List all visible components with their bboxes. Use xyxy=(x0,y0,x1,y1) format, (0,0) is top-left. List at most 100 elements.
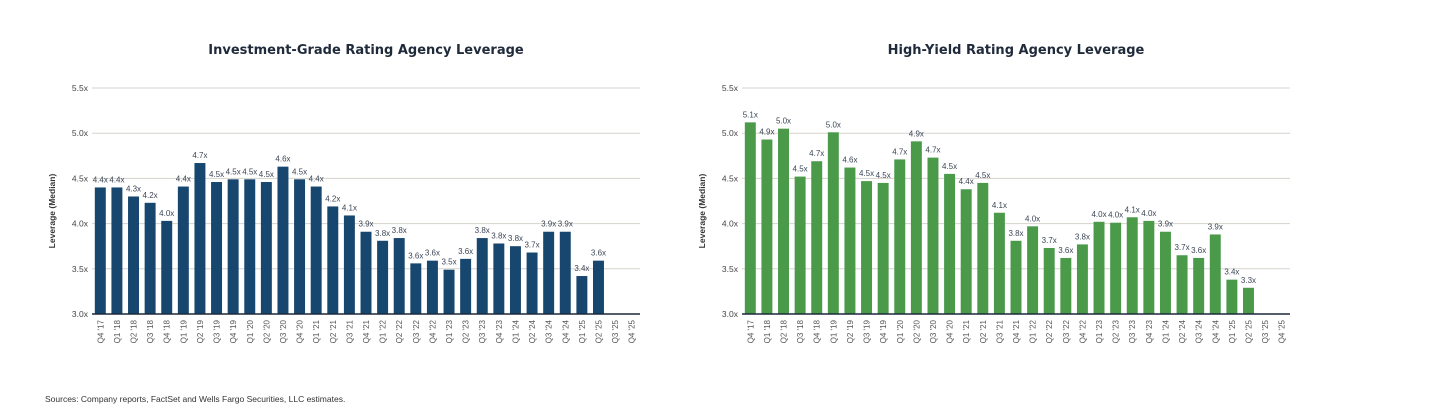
data-label: 3.8x xyxy=(508,234,523,243)
x-tick-label: Q1 '24 xyxy=(1161,319,1170,343)
x-tick-label: Q1 '19 xyxy=(829,319,838,343)
x-tick-label: Q3 '22 xyxy=(1062,319,1071,343)
x-tick-label: Q2 '21 xyxy=(979,319,988,343)
bar xyxy=(1076,244,1088,314)
data-label: 4.4x xyxy=(176,175,191,184)
x-tick-label: Q4 '21 xyxy=(1012,319,1021,343)
data-label: 4.2x xyxy=(325,194,340,203)
x-tick-label: Q3 '18 xyxy=(146,319,155,343)
bar xyxy=(543,231,555,314)
data-label: 3.8x xyxy=(1075,232,1090,241)
data-label: 4.5x xyxy=(876,171,891,180)
x-tick-label: Q4 '19 xyxy=(229,319,238,343)
bar xyxy=(1093,221,1105,314)
bar xyxy=(1243,287,1254,314)
x-tick-label: Q1 '19 xyxy=(179,319,188,343)
bar xyxy=(1010,240,1022,314)
data-label: 4.4x xyxy=(959,177,974,186)
data-label: 4.2x xyxy=(143,191,158,200)
x-tick-label: Q4 '22 xyxy=(1078,319,1087,343)
bar xyxy=(111,187,123,314)
data-label: 4.0x xyxy=(1091,210,1106,219)
data-label: 4.5x xyxy=(793,165,808,174)
y-tick-label: 4.5x xyxy=(72,173,89,183)
x-tick-label: Q2 '19 xyxy=(846,319,855,343)
data-label: 3.6x xyxy=(425,249,440,258)
bar xyxy=(593,260,604,314)
data-label: 4.0x xyxy=(1025,214,1040,223)
data-label: 4.1x xyxy=(1125,205,1140,214)
bar xyxy=(960,189,972,314)
data-label: 4.5x xyxy=(242,167,257,176)
x-tick-label: Q4 '21 xyxy=(362,319,371,343)
data-label: 4.1x xyxy=(342,203,357,212)
y-tick-label: 5.0x xyxy=(722,128,739,138)
x-tick-label: Q4 '24 xyxy=(1211,319,1220,343)
x-tick-label: Q3 '22 xyxy=(412,319,421,343)
x-tick-label: Q1 '20 xyxy=(896,319,905,343)
x-tick-label: Q2 '25 xyxy=(594,319,603,343)
x-tick-label: Q1 '21 xyxy=(312,319,321,343)
x-tick-label: Q3 '20 xyxy=(929,319,938,343)
x-tick-label: Q2 '24 xyxy=(528,319,537,343)
data-label: 3.7x xyxy=(524,241,539,250)
data-label: 4.0x xyxy=(1108,211,1123,220)
bar xyxy=(744,122,756,315)
y-axis-label: Leverage (Median) xyxy=(697,174,707,249)
y-tick-label: 4.0x xyxy=(72,219,89,229)
bar xyxy=(794,176,806,314)
data-label: 4.5x xyxy=(942,162,957,171)
x-tick-label: Q4 '17 xyxy=(96,319,105,343)
bar xyxy=(211,182,223,314)
x-tick-label: Q1 '23 xyxy=(445,319,454,343)
x-tick-label: Q2 '23 xyxy=(1112,319,1121,343)
bar xyxy=(811,161,823,314)
data-label: 4.6x xyxy=(842,156,857,165)
bar xyxy=(1043,248,1055,314)
x-tick-label: Q1 '22 xyxy=(1029,319,1038,343)
bar xyxy=(1193,257,1205,314)
y-tick-label: 4.5x xyxy=(722,173,739,183)
x-tick-label: Q2 '20 xyxy=(912,319,921,343)
chart-title: Investment-Grade Rating Agency Leverage xyxy=(208,43,524,58)
x-tick-label: Q4 '20 xyxy=(946,319,955,343)
bar xyxy=(426,260,438,314)
data-label: 3.6x xyxy=(1058,246,1073,255)
x-tick-label: Q1 '21 xyxy=(962,319,971,343)
data-label: 5.0x xyxy=(826,120,841,129)
data-label: 4.4x xyxy=(93,175,108,184)
y-tick-label: 5.5x xyxy=(722,83,739,93)
x-tick-label: Q4 '23 xyxy=(1145,319,1154,343)
bar xyxy=(1176,255,1188,314)
data-label: 4.5x xyxy=(209,170,224,179)
bar xyxy=(460,258,472,314)
data-label: 3.4x xyxy=(574,264,589,273)
data-label: 4.1x xyxy=(992,201,1007,210)
bar xyxy=(94,187,106,314)
bar xyxy=(1209,234,1221,314)
bar xyxy=(844,167,856,314)
y-axis-label: Leverage (Median) xyxy=(47,174,57,249)
data-label: 3.8x xyxy=(491,231,506,240)
data-label: 5.1x xyxy=(743,110,758,119)
data-label: 3.7x xyxy=(1174,243,1189,252)
data-label: 3.6x xyxy=(1191,246,1206,255)
bar xyxy=(343,215,355,314)
data-label: 3.6x xyxy=(458,247,473,256)
chart-title: High-Yield Rating Agency Leverage xyxy=(888,43,1145,58)
data-label: 4.0x xyxy=(1141,209,1156,218)
x-tick-label: Q1 '23 xyxy=(1095,319,1104,343)
data-label: 4.7x xyxy=(925,146,940,155)
x-tick-label: Q2 '18 xyxy=(130,319,139,343)
data-label: 4.5x xyxy=(226,167,241,176)
x-tick-label: Q4 '17 xyxy=(746,319,755,343)
data-label: 3.5x xyxy=(441,258,456,267)
bar xyxy=(993,212,1005,314)
bar xyxy=(1226,279,1238,314)
data-label: 4.5x xyxy=(292,167,307,176)
bar xyxy=(576,276,588,314)
bar xyxy=(861,181,873,314)
x-tick-label: Q1 '18 xyxy=(763,319,772,343)
y-tick-label: 5.5x xyxy=(72,83,89,93)
